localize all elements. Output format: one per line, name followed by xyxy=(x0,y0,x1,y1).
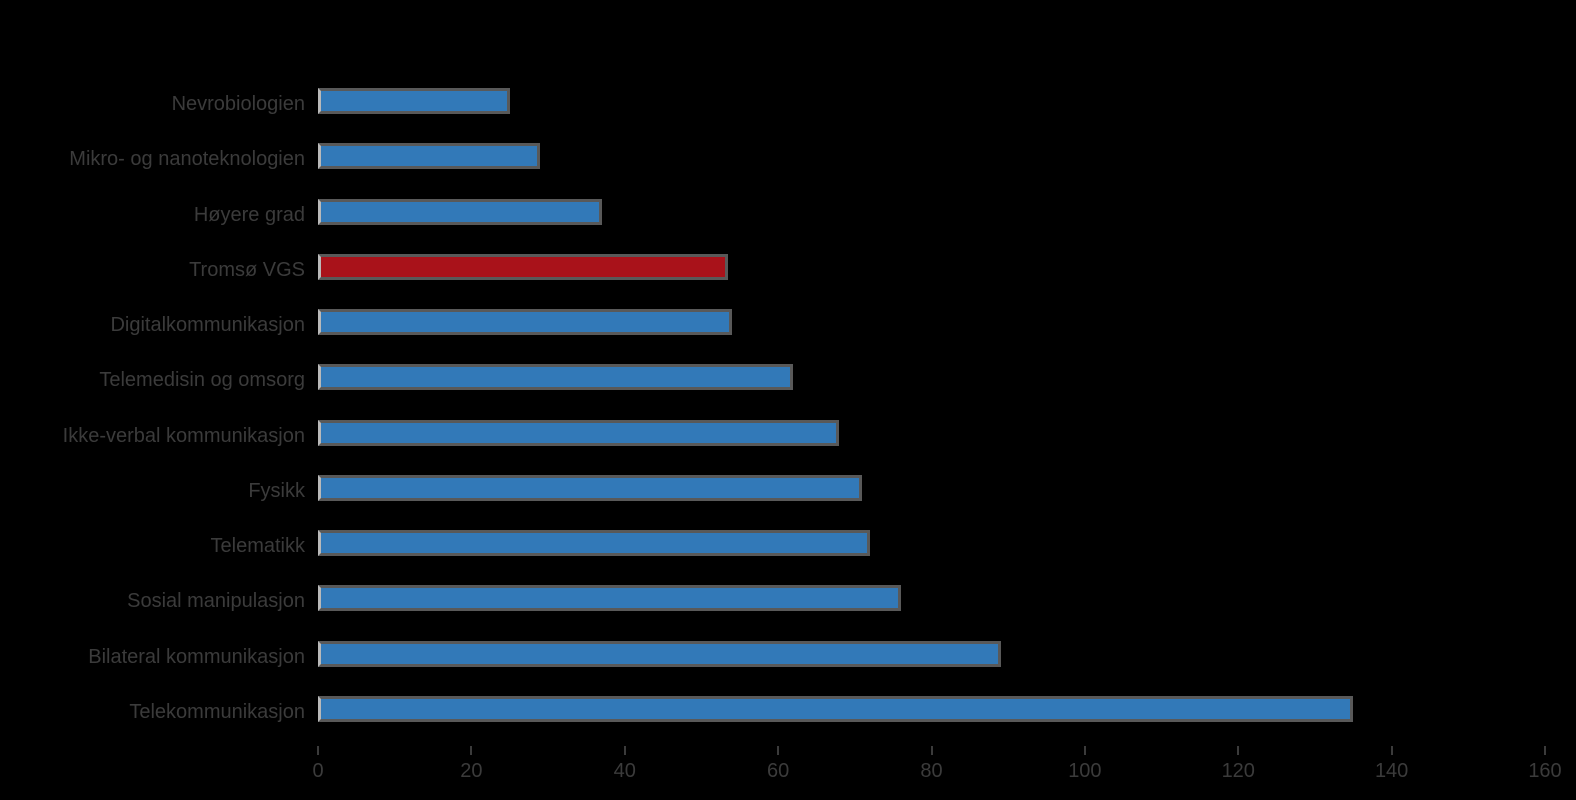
category-label: Digitalkommunikasjon xyxy=(110,314,305,337)
x-tick-label: 20 xyxy=(460,760,483,782)
bar-row: Nevrobiologien xyxy=(0,88,1576,120)
category-label: Mikro- og nanoteknologien xyxy=(69,148,305,171)
x-tick-mark xyxy=(1390,746,1393,755)
category-label: Høyere grad xyxy=(193,203,305,226)
bar xyxy=(318,143,541,170)
category-label: Nevrobiologien xyxy=(171,93,305,115)
x-tick-label: 40 xyxy=(613,760,636,782)
category-label: Sosial manipulasjon xyxy=(127,590,305,613)
bar-row: Telemedisin og omsorg xyxy=(0,364,1576,396)
bar xyxy=(318,474,863,501)
category-label: Bilateral kommunikasjon xyxy=(88,645,305,668)
x-tick-label: 60 xyxy=(767,760,790,782)
bar-row: Telekommunikasjon xyxy=(0,695,1576,728)
bar xyxy=(318,364,794,391)
bar-row: Fysikk xyxy=(0,474,1576,507)
x-tick-mark xyxy=(623,746,626,755)
bar-highlighted xyxy=(318,253,729,280)
bar-row: Digitalkommunikasjon xyxy=(0,309,1576,341)
x-tick-mark xyxy=(777,746,780,755)
bar-row: Sosial manipulasjon xyxy=(0,585,1576,617)
bar xyxy=(318,198,602,225)
bar xyxy=(318,640,1001,667)
category-label: Telekommunikasjon xyxy=(129,700,305,723)
category-label: Telematikk xyxy=(210,535,305,558)
category-label: Tromsø VGS xyxy=(189,258,305,281)
x-tick-label: 80 xyxy=(920,760,943,782)
bar xyxy=(318,530,871,557)
bar-row: Høyere grad xyxy=(0,198,1576,231)
x-tick-label: 140 xyxy=(1374,760,1409,782)
category-label: Ikke-verbal kommunikasjon xyxy=(62,424,305,447)
bar xyxy=(318,309,733,336)
category-label: Fysikk xyxy=(248,479,305,502)
x-tick-mark xyxy=(1083,746,1086,755)
bar xyxy=(318,695,1354,722)
category-label: Telemedisin og omsorg xyxy=(99,369,305,392)
x-tick-mark xyxy=(930,746,933,755)
bar-row: Ikke-verbal kommunikasjon xyxy=(0,419,1576,452)
x-tick-label: 100 xyxy=(1068,760,1102,782)
bar xyxy=(318,585,901,612)
x-tick-label: 0 xyxy=(312,760,324,782)
x-tick-label: 160 xyxy=(1528,760,1562,782)
x-tick-mark xyxy=(470,746,473,755)
bar-row: Mikro- og nanoteknologien xyxy=(0,143,1576,175)
x-tick-mark xyxy=(1544,746,1546,755)
x-tick-mark xyxy=(317,746,319,755)
x-tick-label: 120 xyxy=(1221,760,1255,782)
bar-row: Tromsø VGS xyxy=(0,253,1576,286)
bar-row: Bilateral kommunikasjon xyxy=(0,640,1576,673)
bar xyxy=(318,419,840,446)
x-tick-mark xyxy=(1237,746,1240,755)
bar-row: Telematikk xyxy=(0,530,1576,562)
bar xyxy=(318,88,510,114)
